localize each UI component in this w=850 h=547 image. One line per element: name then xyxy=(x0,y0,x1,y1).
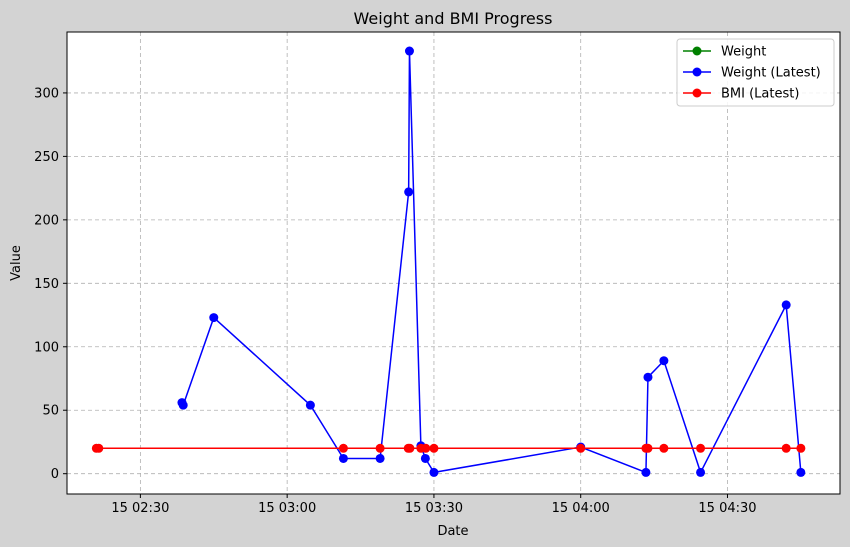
data-point-bmi-latest xyxy=(696,443,706,453)
y-tick-label: 50 xyxy=(42,404,59,419)
series-bmi-latest xyxy=(91,443,806,453)
y-tick-label: 100 xyxy=(34,340,59,355)
data-point-weight-latest xyxy=(659,356,669,366)
y-tick-label: 200 xyxy=(34,213,59,228)
y-tick-label: 250 xyxy=(34,150,59,165)
data-point-weight-latest xyxy=(696,467,706,477)
data-point-bmi-latest xyxy=(576,443,586,453)
legend-label: BMI (Latest) xyxy=(721,87,799,102)
data-point-bmi-latest xyxy=(94,443,104,453)
data-point-bmi-latest xyxy=(659,443,669,453)
y-tick-label: 150 xyxy=(34,277,59,292)
data-point-weight-latest xyxy=(305,400,315,410)
x-tick-label: 15 04:30 xyxy=(698,501,756,516)
series-layer xyxy=(91,46,806,477)
y-axis: 0 50 100 150 200 250 300 xyxy=(34,86,67,482)
legend-box xyxy=(676,38,835,107)
legend-entry: Weight (Latest) xyxy=(683,66,821,81)
legend-entry: BMI (Latest) xyxy=(683,87,799,102)
legend-label: Weight (Latest) xyxy=(721,66,821,81)
data-point-bmi-latest xyxy=(781,443,791,453)
plot-area xyxy=(67,32,840,494)
x-tick-label: 15 03:30 xyxy=(405,501,463,516)
data-point-weight-latest xyxy=(781,300,791,310)
legend-marker xyxy=(692,88,702,98)
data-point-bmi-latest xyxy=(338,443,348,453)
y-tick-label: 0 xyxy=(51,467,59,482)
chart-title: Weight and BMI Progress xyxy=(354,9,553,28)
data-point-bmi-latest xyxy=(429,443,439,453)
data-point-bmi-latest xyxy=(405,443,415,453)
legend-marker xyxy=(692,46,702,56)
data-point-weight-latest xyxy=(643,372,653,382)
data-point-weight-latest xyxy=(796,467,806,477)
data-point-weight-latest xyxy=(404,46,414,56)
legend-label: Weight xyxy=(721,45,766,60)
data-point-weight-latest xyxy=(338,453,348,463)
x-axis-title: Date xyxy=(437,524,468,539)
data-point-bmi-latest xyxy=(375,443,385,453)
x-tick-label: 15 03:00 xyxy=(258,501,316,516)
y-axis-title: Value xyxy=(9,245,24,281)
legend: Weight Weight (Latest) BMI (Latest) xyxy=(676,38,835,107)
data-point-weight-latest xyxy=(209,313,219,323)
x-tick-label: 15 04:00 xyxy=(552,501,610,516)
data-point-weight-latest xyxy=(178,400,188,410)
legend-marker xyxy=(692,67,702,77)
data-point-bmi-latest xyxy=(421,443,431,453)
data-point-weight-latest xyxy=(375,453,385,463)
data-point-bmi-latest xyxy=(796,443,806,453)
data-point-weight-latest xyxy=(420,453,430,463)
plot-frame xyxy=(66,31,841,495)
legend-entry: Weight xyxy=(683,45,766,60)
data-point-weight-latest xyxy=(641,467,651,477)
grid xyxy=(67,32,840,494)
data-point-bmi-latest xyxy=(643,443,653,453)
data-point-weight-latest xyxy=(404,187,414,197)
x-axis: 15 02:30 15 03:00 15 03:30 15 04:00 15 04:30 xyxy=(111,494,757,516)
y-tick-label: 300 xyxy=(34,86,59,101)
x-tick-label: 15 02:30 xyxy=(111,501,169,516)
data-point-weight-latest xyxy=(429,467,439,477)
